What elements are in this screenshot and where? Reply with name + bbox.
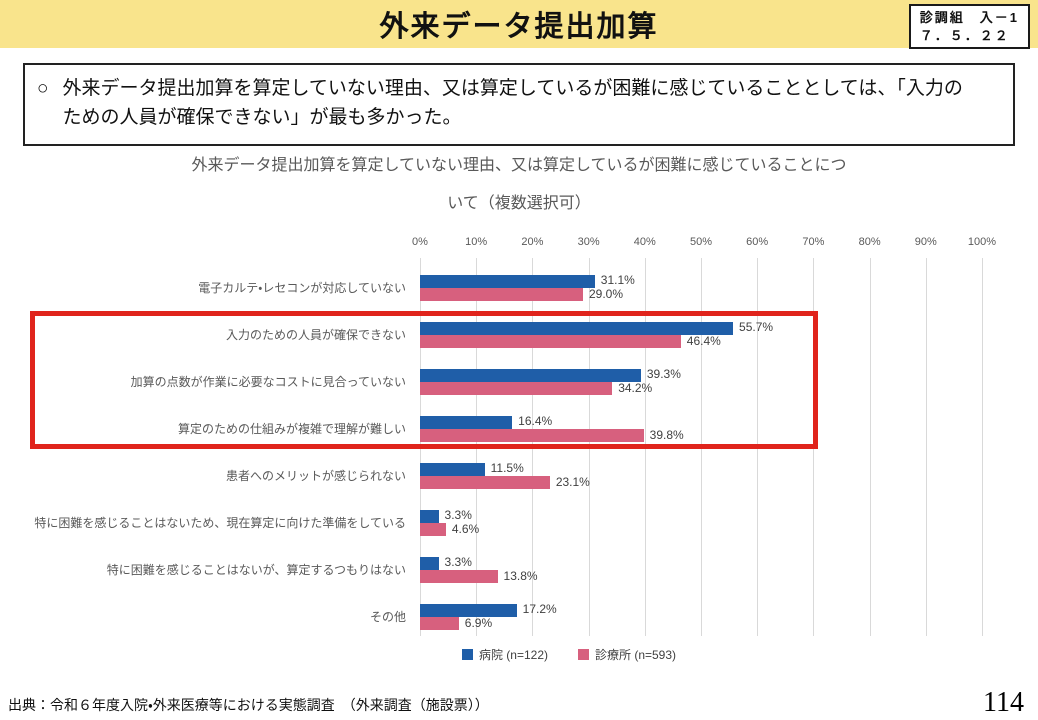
axis-gridline (982, 258, 983, 636)
chart-title-line2: いて（複数選択可） (447, 195, 591, 212)
bar-clinic (420, 617, 459, 630)
reference-line1: 診調組 入－1 (919, 10, 1019, 25)
value-label: 13.8% (503, 569, 538, 583)
bar-hospital (420, 604, 517, 617)
category-label: 特に困難を感じることはないため、現在算定に向けた準備をしている (34, 516, 406, 530)
value-label: 23.1% (555, 475, 590, 489)
bar-clinic (420, 335, 681, 348)
axis-tick-label: 0% (412, 236, 428, 248)
bar-clinic (420, 288, 583, 301)
category-label: その他 (369, 610, 406, 624)
legend-item: 診療所 (n=593) (578, 646, 676, 663)
category-label: 入力のための人員が確保できない (225, 328, 406, 342)
value-label: 3.3% (444, 508, 472, 522)
chart-title: 外来データ提出加算を算定していない理由、又は算定しているが困難に感じていることに… (0, 158, 1038, 212)
circle-marker: ○ (37, 78, 49, 99)
value-label: 46.4% (686, 334, 721, 348)
axis-tick-label: 30% (577, 236, 600, 248)
bar-clinic (420, 429, 644, 442)
axis-gridline (925, 258, 927, 636)
legend-swatch-icon (461, 649, 473, 660)
bar-hospital (420, 557, 439, 570)
bar-chart: 0% 10% 20% 30% 40% 50% 60% 70% 80% 90% 100% 電子カルテ・レ… (0, 232, 1038, 644)
value-label: 11.5% (490, 461, 524, 475)
value-label: 6.9% (464, 616, 493, 630)
value-label: 55.7% (739, 320, 774, 334)
legend-label: 病院 (n=122) (478, 648, 548, 662)
axis-tick-label: 90% (914, 236, 937, 248)
page-title: 外来データ提出加算 (379, 11, 659, 43)
category-label: 特に困難を感じることはないが、算定するつもりはない (106, 563, 406, 577)
axis-tick-label: 40% (633, 236, 656, 248)
value-label: 3.3% (444, 555, 472, 569)
bar-clinic (420, 523, 446, 536)
axis-tick-label: 60% (746, 236, 769, 248)
axis-tick-label: 80% (858, 236, 881, 248)
legend-item: 病院 (n=122) (461, 646, 548, 663)
value-label: 39.8% (649, 428, 684, 442)
bar-hospital (420, 463, 485, 476)
axis-tick-label: 70% (802, 236, 825, 248)
bar-hospital (420, 510, 439, 523)
slide-header: 外来データ提出加算 (0, 0, 1038, 48)
summary-text: 外来データ提出加算を算定していない理由、又は算定しているが困難に感じていることと… (62, 78, 963, 129)
axis-gridline (869, 258, 871, 636)
highlight-box (30, 311, 818, 449)
bar-clinic (420, 476, 550, 489)
bar-hospital (420, 275, 595, 288)
category-label: 加算の点数が作業に必要なコストに見合っていない (130, 375, 406, 389)
bar-clinic (420, 382, 613, 395)
axis-tick-label: 10% (465, 236, 488, 248)
category-label: 患者へのメリットが感じられない (225, 469, 406, 483)
summary-box: ○ 外来データ提出加算を算定していない理由、又は算定しているが困難に感じているこ… (23, 63, 1015, 146)
chart-legend: 病院 (n=122) 診療所 (n=593) (50, 646, 1038, 663)
value-label: 39.3% (646, 367, 681, 381)
axis-tick-label: 50% (689, 236, 713, 248)
source-note: 出典：令和６年度入院・外来医療等における実態調査 （外来調査（施設票）） (8, 697, 489, 713)
value-label: 29.0% (588, 287, 623, 301)
legend-swatch-icon (578, 649, 589, 660)
axis-tick-label: 20% (521, 236, 544, 248)
value-label: 4.6% (451, 522, 480, 536)
axis-tick-label: 100% (967, 236, 997, 248)
value-label: 17.2% (522, 602, 557, 616)
chart-title-line1: 外来データ提出加算を算定していない理由、又は算定しているが困難に感じていることに… (191, 157, 847, 174)
bar-hospital (420, 369, 641, 382)
reference-box: 診調組 入－1 ７．５．２２ (908, 4, 1030, 50)
page-number: 114 (983, 687, 1024, 718)
category-label: 算定のための仕組みが複雑で理解が難しい (177, 422, 406, 436)
category-label: 電子カルテ・レセコンが対応していない (198, 281, 406, 295)
value-label: 31.1% (600, 273, 635, 287)
bar-hospital (420, 416, 513, 429)
value-label: 16.4% (518, 414, 553, 428)
bar-hospital (420, 322, 734, 335)
reference-line2: ７．５．２２ (919, 27, 1010, 43)
bar-clinic (420, 570, 498, 583)
value-label: 34.2% (618, 381, 653, 395)
legend-label: 診療所 (n=593) (595, 648, 677, 662)
